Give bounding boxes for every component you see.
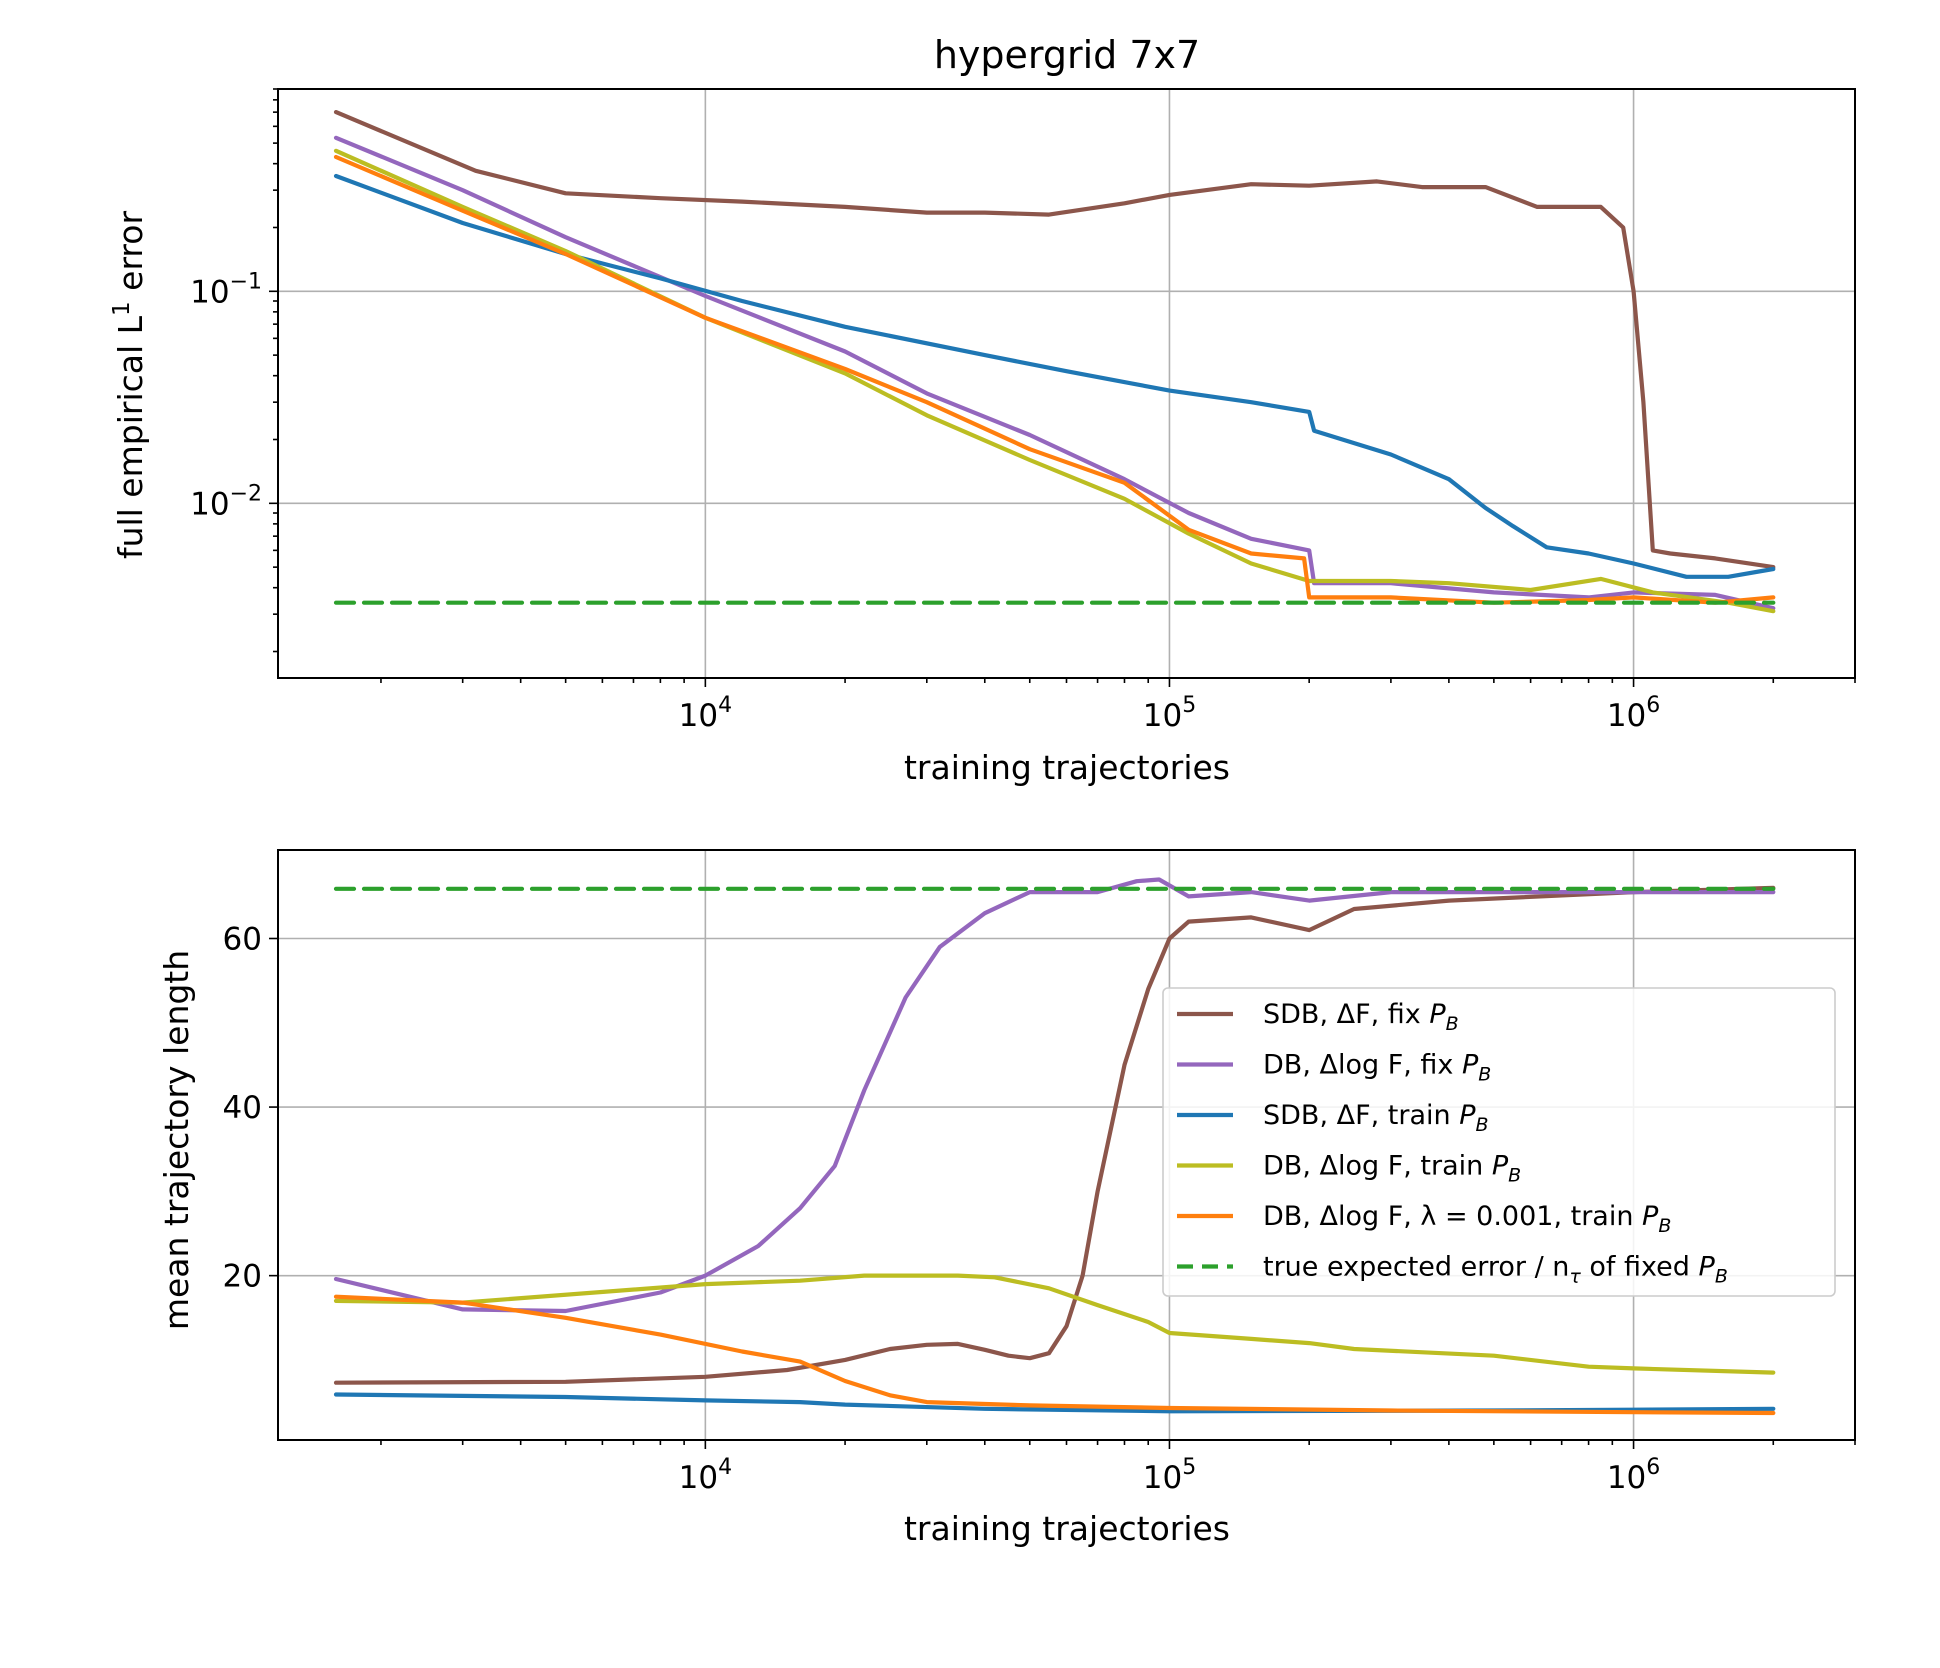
legend-label-text: of fixed xyxy=(1581,1252,1699,1283)
x-tick-base: 10 xyxy=(679,698,718,734)
y-tick-base: 10 xyxy=(190,274,229,310)
legend-math-var: P xyxy=(1459,1100,1476,1131)
series-line-db_train xyxy=(333,148,1776,614)
legend-math-subscript: B xyxy=(1658,1215,1671,1237)
x-tick-base: 10 xyxy=(1607,1460,1646,1496)
x-tick-base: 10 xyxy=(1143,698,1182,734)
x-tick-exponent: 5 xyxy=(1182,1455,1196,1480)
legend-math-subscript: B xyxy=(1476,1114,1489,1136)
legend-math-var: P xyxy=(1429,999,1446,1030)
x-tick-exponent: 4 xyxy=(718,1455,732,1480)
series-line-db_fix xyxy=(333,877,1776,1314)
x-tick-base: 10 xyxy=(679,1460,718,1496)
y-label-part: full empirical L xyxy=(111,315,150,559)
x-tick-base: 10 xyxy=(1607,698,1646,734)
legend-label-sdb_fix: SDB, ΔF, fix PB xyxy=(1263,999,1459,1035)
series-line-db_reg_train xyxy=(333,1294,1776,1416)
series-line-sdb_fix xyxy=(333,110,1776,570)
series-line-sdb_train xyxy=(333,173,1776,579)
series-line-sdb_train xyxy=(333,1392,1776,1414)
legend-box xyxy=(1162,987,1836,1297)
legend-label-text: SDB, ΔF, train xyxy=(1263,1100,1459,1131)
legend-label-sdb_train: SDB, ΔF, train PB xyxy=(1263,1100,1489,1136)
x-tick-label: 104 xyxy=(679,1455,732,1496)
x-tick-label: 106 xyxy=(1607,1455,1660,1496)
legend-math-var: P xyxy=(1642,1201,1659,1232)
legend-math-subscript: B xyxy=(1715,1266,1728,1288)
legend-label-text: DB, Δlog F, λ = 0.001, train xyxy=(1263,1201,1642,1232)
legend-math-subscript: τ xyxy=(1569,1266,1581,1288)
legend-label-db_fix: DB, Δlog F, fix PB xyxy=(1263,1050,1491,1086)
legend-label-db_reg_train: DB, Δlog F, λ = 0.001, train PB xyxy=(1263,1201,1671,1237)
series-line-db_reg_train xyxy=(333,154,1776,605)
legend-math-subscript: B xyxy=(1478,1064,1491,1086)
x-tick-label: 105 xyxy=(1143,1455,1196,1496)
y-tick-exponent: −1 xyxy=(230,269,262,294)
legend-label-text: DB, Δlog F, fix xyxy=(1263,1050,1462,1081)
x-tick-exponent: 6 xyxy=(1646,693,1660,718)
x-tick-label: 105 xyxy=(1143,693,1196,734)
chart-title: hypergrid 7x7 xyxy=(934,33,1200,77)
y-tick-label: 10−1 xyxy=(190,269,262,310)
legend-math-var: P xyxy=(1462,1050,1479,1081)
y-tick-base: 10 xyxy=(190,486,229,522)
y-tick-exponent: −2 xyxy=(230,481,262,506)
y-label-superscript: 1 xyxy=(109,301,135,316)
plot-frame xyxy=(277,88,1856,679)
series-line-sdb_fix xyxy=(333,885,1776,1385)
x-tick-label: 104 xyxy=(679,693,732,734)
legend-math-var: P xyxy=(1492,1151,1509,1182)
legend-label-true_error: true expected error / nτ of fixed PB xyxy=(1263,1252,1728,1288)
y-tick-label: 60 xyxy=(223,922,262,958)
top-x-axis-label: training trajectories xyxy=(904,748,1230,787)
x-tick-exponent: 5 xyxy=(1182,693,1196,718)
legend-label-db_train: DB, Δlog F, train PB xyxy=(1263,1151,1521,1187)
x-tick-label: 106 xyxy=(1607,693,1660,734)
legend-math-var: P xyxy=(1699,1252,1716,1283)
legend-math-subscript: B xyxy=(1508,1165,1521,1187)
y-tick-label: 10−2 xyxy=(190,481,262,522)
bottom-y-axis-label: mean trajectory length xyxy=(157,950,196,1330)
y-tick-label: 40 xyxy=(223,1090,262,1126)
legend-label-text: true expected error / n xyxy=(1263,1252,1569,1283)
series-line-db_train xyxy=(333,1273,1776,1375)
y-tick-label: 20 xyxy=(223,1259,262,1295)
x-tick-base: 10 xyxy=(1143,1460,1182,1496)
x-tick-exponent: 4 xyxy=(718,693,732,718)
bottom-x-axis-label: training trajectories xyxy=(904,1509,1230,1548)
top-y-axis-label: full empirical L1 error xyxy=(109,211,150,560)
legend-label-text: DB, Δlog F, train xyxy=(1263,1151,1492,1182)
y-label-part: error xyxy=(111,211,150,302)
x-tick-exponent: 6 xyxy=(1646,1455,1660,1480)
legend-label-text: SDB, ΔF, fix xyxy=(1263,999,1429,1030)
top-y-label-text: full empirical L1 error xyxy=(109,211,150,560)
legend-math-subscript: B xyxy=(1446,1013,1459,1035)
